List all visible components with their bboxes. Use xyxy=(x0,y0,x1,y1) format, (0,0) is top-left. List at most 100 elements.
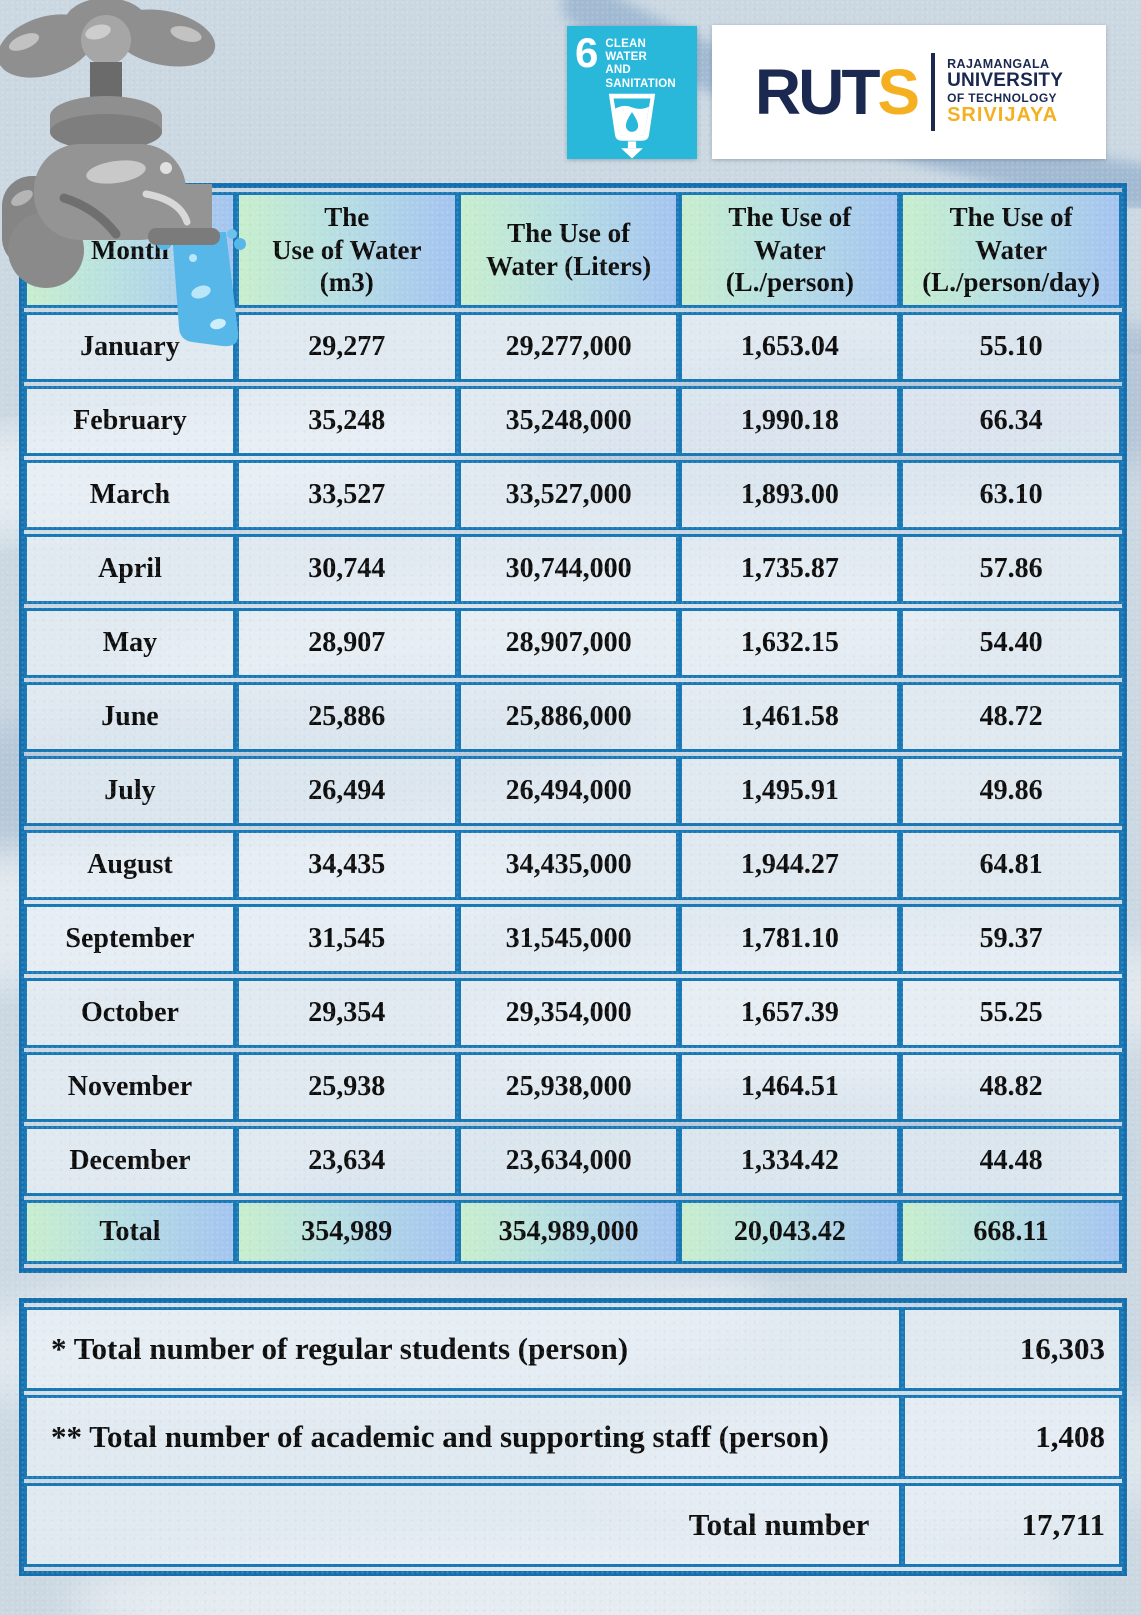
value-cell: 23,634 xyxy=(235,1126,458,1196)
value-cell: 25,938 xyxy=(235,1052,458,1122)
value-cell: 33,527 xyxy=(235,460,458,530)
ruts-acronym-accent: S xyxy=(877,56,920,128)
column-header-m3: The Use of Water (m3) xyxy=(235,192,458,308)
value-cell: 55.25 xyxy=(900,978,1122,1048)
value-cell: 54.40 xyxy=(900,608,1122,678)
table-row: August 34,435 34,435,000 1,944.27 64.81 xyxy=(24,830,1122,900)
column-header-liters: The Use of Water (Liters) xyxy=(457,192,680,308)
month-cell: June xyxy=(24,682,236,752)
month-cell: August xyxy=(24,830,236,900)
value-cell: 31,545 xyxy=(235,904,458,974)
total-value-cell: 20,043.42 xyxy=(679,1200,901,1264)
value-cell: 1,464.51 xyxy=(679,1052,901,1122)
table-row: September 31,545 31,545,000 1,781.10 59.… xyxy=(24,904,1122,974)
summary-value: 1,408 xyxy=(902,1395,1122,1479)
month-cell: July xyxy=(24,756,236,826)
value-cell: 30,744 xyxy=(235,534,458,604)
value-cell: 34,435,000 xyxy=(457,830,680,900)
value-cell: 1,781.10 xyxy=(679,904,901,974)
sdg6-number: 6 xyxy=(575,29,599,76)
ruts-logo-divider xyxy=(931,53,936,131)
value-cell: 1,990.18 xyxy=(679,386,901,456)
sdg6-logo-header: 6 CLEAN WATER AND SANITATION xyxy=(567,26,697,91)
value-cell: 48.82 xyxy=(900,1052,1122,1122)
table-row: January 29,277 29,277,000 1,653.04 55.10 xyxy=(24,312,1122,382)
month-cell: October xyxy=(24,978,236,1048)
value-cell: 55.10 xyxy=(900,312,1122,382)
value-cell: 48.72 xyxy=(900,682,1122,752)
water-use-table-frame: Month The Use of Water (m3) The Use of W… xyxy=(19,183,1127,1273)
total-value-cell: 354,989 xyxy=(235,1200,458,1264)
ruts-university-name: RAJAMANGALA UNIVERSITY OF TECHNOLOGY SRI… xyxy=(947,57,1064,127)
table-row: May 28,907 28,907,000 1,632.15 54.40 xyxy=(24,608,1122,678)
water-glass-icon xyxy=(608,93,656,159)
summary-row: * Total number of regular students (pers… xyxy=(24,1307,1122,1391)
ruts-logo: RUTS RAJAMANGALA UNIVERSITY OF TECHNOLOG… xyxy=(712,25,1106,159)
ruts-name-line3: OF TECHNOLOGY xyxy=(947,90,1057,105)
table-row: February 35,248 35,248,000 1,990.18 66.3… xyxy=(24,386,1122,456)
value-cell: 26,494 xyxy=(235,756,458,826)
value-cell: 25,886,000 xyxy=(457,682,680,752)
value-cell: 29,354 xyxy=(235,978,458,1048)
ruts-acronym: RUTS xyxy=(755,60,920,124)
month-cell: May xyxy=(24,608,236,678)
value-cell: 1,461.58 xyxy=(679,682,901,752)
value-cell: 29,277 xyxy=(235,312,458,382)
table-row: July 26,494 26,494,000 1,495.91 49.86 xyxy=(24,756,1122,826)
month-cell: January xyxy=(24,312,236,382)
table-row: December 23,634 23,634,000 1,334.42 44.4… xyxy=(24,1126,1122,1196)
value-cell: 29,277,000 xyxy=(457,312,680,382)
month-cell: April xyxy=(24,534,236,604)
column-header-l-person: The Use of Water (L./person) xyxy=(679,192,901,308)
total-row: Total 354,989 354,989,000 20,043.42 668.… xyxy=(24,1200,1122,1264)
sdg6-title: CLEAN WATER AND SANITATION xyxy=(605,38,691,91)
value-cell: 28,907,000 xyxy=(457,608,680,678)
value-cell: 1,735.87 xyxy=(679,534,901,604)
column-header-l-person-day: The Use of Water (L./person/day) xyxy=(900,192,1122,308)
summary-label: * Total number of regular students (pers… xyxy=(24,1307,903,1391)
value-cell: 1,944.27 xyxy=(679,830,901,900)
month-cell: February xyxy=(24,386,236,456)
table-row: November 25,938 25,938,000 1,464.51 48.8… xyxy=(24,1052,1122,1122)
value-cell: 30,744,000 xyxy=(457,534,680,604)
summary-row: ** Total number of academic and supporti… xyxy=(24,1395,1122,1479)
value-cell: 1,334.42 xyxy=(679,1126,901,1196)
value-cell: 29,354,000 xyxy=(457,978,680,1048)
summary-label: Total number xyxy=(24,1483,903,1567)
content-area: Month The Use of Water (m3) The Use of W… xyxy=(19,183,1127,1576)
sdg6-logo: 6 CLEAN WATER AND SANITATION xyxy=(567,26,697,159)
table-row: October 29,354 29,354,000 1,657.39 55.25 xyxy=(24,978,1122,1048)
sdg6-title-line1: CLEAN WATER xyxy=(605,38,648,64)
value-cell: 25,938,000 xyxy=(457,1052,680,1122)
total-label-cell: Total xyxy=(24,1200,236,1264)
value-cell: 63.10 xyxy=(900,460,1122,530)
value-cell: 26,494,000 xyxy=(457,756,680,826)
value-cell: 57.86 xyxy=(900,534,1122,604)
value-cell: 1,632.15 xyxy=(679,608,901,678)
value-cell: 44.48 xyxy=(900,1126,1122,1196)
value-cell: 49.86 xyxy=(900,756,1122,826)
value-cell: 1,495.91 xyxy=(679,756,901,826)
summary-value: 16,303 xyxy=(902,1307,1122,1391)
value-cell: 35,248 xyxy=(235,386,458,456)
month-cell: March xyxy=(24,460,236,530)
value-cell: 66.34 xyxy=(900,386,1122,456)
month-cell: November xyxy=(24,1052,236,1122)
table-row: June 25,886 25,886,000 1,461.58 48.72 xyxy=(24,682,1122,752)
value-cell: 1,657.39 xyxy=(679,978,901,1048)
table-row: March 33,527 33,527,000 1,893.00 63.10 xyxy=(24,460,1122,530)
water-use-table: Month The Use of Water (m3) The Use of W… xyxy=(24,188,1122,1268)
total-value-cell: 354,989,000 xyxy=(457,1200,680,1264)
value-cell: 33,527,000 xyxy=(457,460,680,530)
summary-value: 17,711 xyxy=(902,1483,1122,1567)
value-cell: 31,545,000 xyxy=(457,904,680,974)
summary-row: Total number 17,711 xyxy=(24,1483,1122,1567)
total-value-cell: 668.11 xyxy=(900,1200,1122,1264)
value-cell: 25,886 xyxy=(235,682,458,752)
value-cell: 59.37 xyxy=(900,904,1122,974)
ruts-name-line2: UNIVERSITY xyxy=(947,70,1064,92)
value-cell: 34,435 xyxy=(235,830,458,900)
value-cell: 35,248,000 xyxy=(457,386,680,456)
month-cell: September xyxy=(24,904,236,974)
ruts-name-line4: SRIVIJAYA xyxy=(947,103,1059,126)
